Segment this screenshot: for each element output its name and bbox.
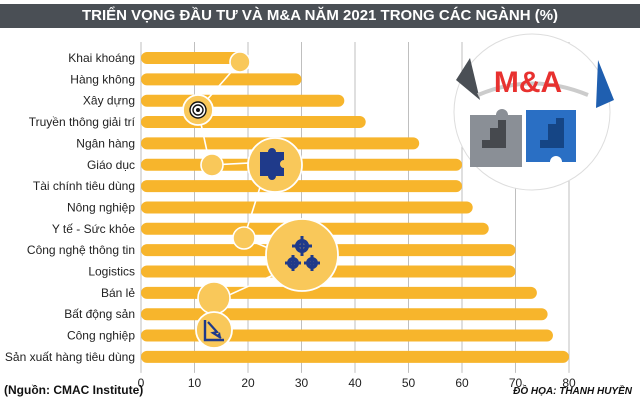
- bar: [141, 52, 248, 64]
- bar: [141, 94, 345, 107]
- category-label: Nông nghiệp: [67, 200, 135, 214]
- credit-note: ĐỒ HỌA: THANH HUYỀN: [513, 386, 632, 397]
- gears-icon: [265, 218, 339, 292]
- category-label: Logistics: [88, 265, 135, 279]
- bar: [141, 73, 302, 86]
- x-tick-label: 80: [562, 376, 576, 390]
- puzzle-icon: [247, 137, 303, 193]
- bar: [141, 180, 462, 193]
- bar: [141, 329, 553, 342]
- category-label: Tài chính tiêu dùng: [33, 179, 135, 193]
- category-label: Bán lẻ: [101, 286, 135, 300]
- chart-arrow-icon: [195, 311, 233, 349]
- bar: [141, 116, 366, 129]
- x-tick-label: 70: [509, 376, 523, 390]
- label-layer: Khai khoáng Hàng không Xây dựng Truyền thôn…: [5, 51, 136, 364]
- bar: [141, 201, 473, 214]
- category-label: Sản xuất hàng tiêu dùng: [5, 350, 135, 364]
- x-tick-label: 50: [402, 376, 416, 390]
- category-label: Khai khoáng: [68, 51, 135, 65]
- ma-puzzle-logo: [453, 33, 614, 191]
- x-tick-label: 40: [348, 376, 362, 390]
- tick-layer: 0 10 20 30 40 50 60 70 80: [138, 376, 576, 390]
- x-tick-label: 30: [295, 376, 309, 390]
- bar: [141, 350, 569, 363]
- category-label: Hàng không: [70, 72, 135, 86]
- category-label: Công nghệ thông tin: [27, 243, 135, 257]
- source-note: (Nguồn: CMAC Institute): [4, 383, 144, 397]
- x-tick-label: 10: [188, 376, 202, 390]
- chart-title: TRIỂN VỌNG ĐẦU TƯ VÀ M&A NĂM 2021 TRONG …: [81, 7, 559, 24]
- category-label: Công nghiệp: [67, 329, 135, 343]
- category-label: Xây dựng: [83, 94, 135, 108]
- category-label: Giáo dục: [87, 158, 135, 172]
- bar: [141, 308, 548, 321]
- ma-logo-text: M&A: [494, 66, 562, 99]
- decor-circles: [197, 51, 256, 315]
- x-tick-label: 0: [138, 376, 145, 390]
- category-label: Bất động sản: [64, 307, 135, 321]
- x-tick-label: 20: [241, 376, 255, 390]
- category-label: Truyền thông giải trí: [29, 115, 136, 129]
- title-bar: [0, 4, 640, 28]
- x-tick-label: 60: [455, 376, 469, 390]
- category-label: Ngân hàng: [76, 136, 135, 150]
- target-icon: [182, 94, 214, 126]
- category-label: Y tế - Sức khỏe: [52, 222, 136, 236]
